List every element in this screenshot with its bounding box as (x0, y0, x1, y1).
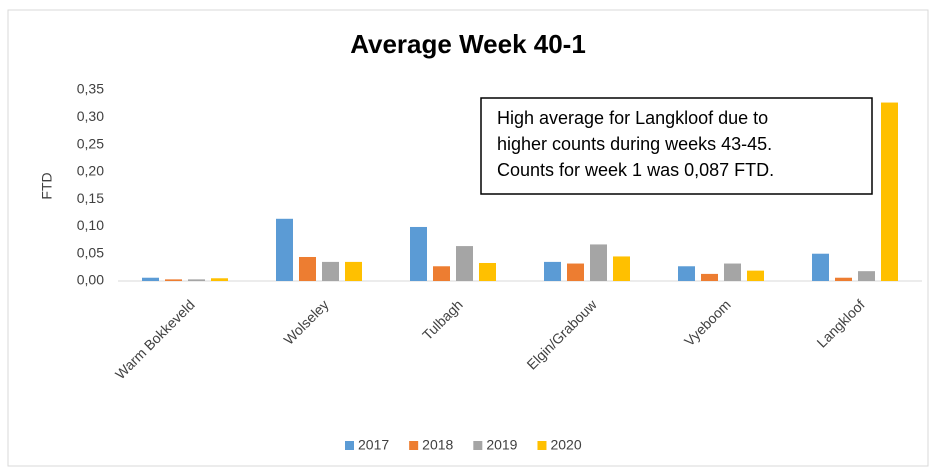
bar (299, 256, 316, 281)
bar (835, 277, 852, 281)
bar (881, 102, 898, 282)
legend-label: 2018 (422, 437, 453, 453)
legend-swatch (537, 441, 547, 450)
y-axis-label: FTD (39, 172, 55, 199)
legend-label: 2017 (358, 437, 389, 453)
bar (747, 270, 764, 281)
y-tick-label: 0,25 (77, 135, 104, 151)
bar (544, 261, 561, 281)
y-tick-label: 0,00 (77, 272, 104, 288)
bar (858, 271, 875, 281)
legend-swatch (409, 441, 419, 450)
bar (165, 279, 182, 281)
bar (701, 273, 718, 281)
bar (188, 279, 205, 281)
legend-label: 2020 (550, 437, 581, 453)
y-tick-label: 0,05 (77, 244, 104, 260)
annotation-text: higher counts during weeks 43-45. (497, 134, 772, 154)
bar (724, 263, 741, 281)
bar (211, 278, 228, 281)
bar (812, 253, 829, 281)
y-tick-label: 0,10 (77, 217, 104, 233)
chart-title: Average Week 40-1 (350, 29, 586, 59)
legend-swatch (473, 441, 483, 450)
chart-frame (7, 9, 929, 467)
y-tick-label: 0,15 (77, 190, 104, 206)
bar (678, 266, 695, 281)
bar (345, 261, 362, 281)
bar (433, 266, 450, 281)
y-tick-label: 0,30 (77, 108, 104, 124)
bar (613, 256, 630, 281)
annotation-text: High average for Langkloof due to (497, 108, 768, 128)
legend-label: 2019 (486, 437, 517, 453)
bar (322, 261, 339, 281)
legend-swatch (345, 441, 354, 450)
bar (410, 226, 427, 281)
bar (479, 262, 496, 281)
bar (567, 263, 584, 281)
y-tick-label: 0,35 (77, 81, 104, 97)
bar (276, 218, 293, 281)
annotation-text: Counts for week 1 was 0,087 FTD. (497, 160, 774, 180)
y-tick-label: 0,20 (77, 163, 104, 179)
annotation-box (480, 97, 873, 195)
bar (142, 277, 159, 281)
bar (456, 246, 473, 281)
bar (590, 244, 607, 281)
